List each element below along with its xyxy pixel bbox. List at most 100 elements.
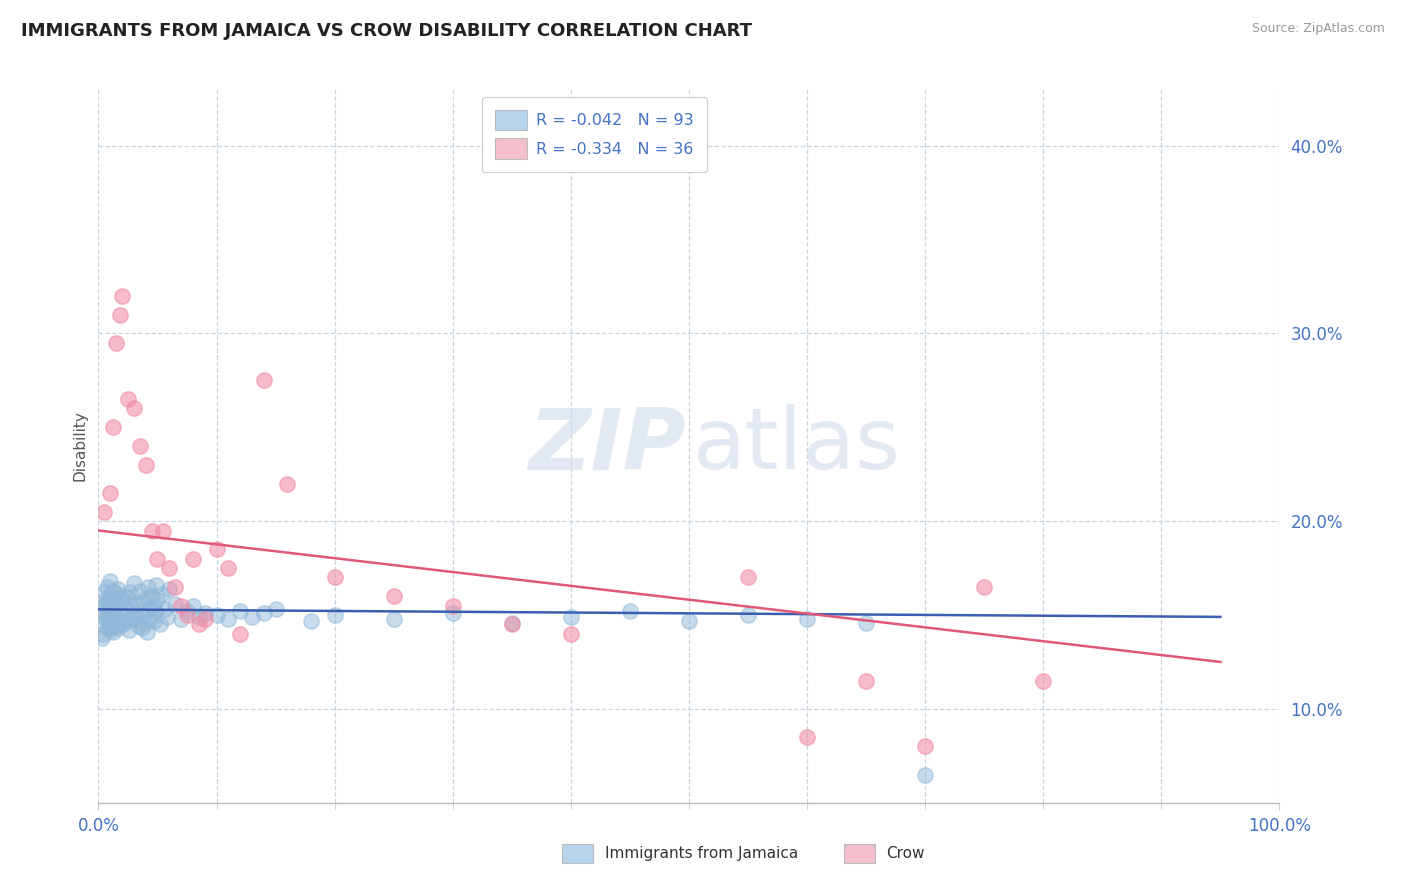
Point (737, 570, 759, 584)
Point (737, 607, 759, 622)
Point (253, 373, 276, 387)
Point (143, 604, 166, 618)
Point (240, 610, 263, 624)
Point (441, 606, 464, 620)
Point (94, 612, 117, 626)
Point (135, 624, 157, 639)
Point (132, 595, 155, 609)
Point (90, 617, 112, 632)
Point (122, 576, 145, 591)
Point (229, 604, 252, 618)
Point (93, 505, 115, 519)
Point (105, 607, 128, 622)
Point (142, 614, 165, 628)
Point (1032, 673, 1054, 688)
Point (124, 606, 146, 620)
Point (91, 604, 114, 618)
Point (98, 589, 121, 603)
Point (153, 602, 176, 616)
Point (98, 574, 121, 589)
Point (128, 439, 150, 453)
Point (94, 593, 117, 607)
Point (142, 600, 165, 615)
Point (105, 612, 128, 626)
Point (165, 580, 187, 594)
Point (98, 615, 121, 630)
Y-axis label: Disability: Disability (72, 410, 87, 482)
Text: Source: ZipAtlas.com: Source: ZipAtlas.com (1251, 22, 1385, 36)
Point (97, 595, 120, 609)
Point (176, 607, 198, 622)
Point (121, 599, 143, 613)
Point (135, 591, 157, 606)
Point (120, 585, 142, 599)
Point (134, 615, 156, 630)
Point (276, 476, 298, 491)
Point (187, 617, 209, 632)
Point (135, 458, 157, 472)
Point (678, 614, 700, 628)
Point (146, 593, 169, 607)
Point (217, 612, 239, 626)
Point (96, 607, 118, 622)
Point (145, 578, 167, 592)
Point (165, 597, 187, 611)
Point (299, 614, 322, 628)
Point (855, 615, 877, 630)
Point (100, 602, 122, 616)
Point (170, 612, 193, 626)
Point (796, 730, 818, 744)
Point (323, 570, 346, 584)
Point (128, 619, 150, 633)
Point (914, 767, 936, 781)
Point (103, 597, 125, 611)
Point (136, 580, 159, 594)
Point (441, 599, 464, 613)
Point (141, 589, 163, 603)
Point (118, 623, 141, 637)
Point (98, 623, 121, 637)
Point (181, 551, 204, 566)
Point (264, 602, 287, 616)
Text: Immigrants from Jamaica: Immigrants from Jamaica (605, 847, 797, 861)
Point (122, 401, 145, 416)
Point (253, 606, 276, 620)
Point (619, 604, 641, 618)
Point (382, 612, 405, 626)
Point (107, 621, 129, 635)
Text: ZIP: ZIP (527, 404, 685, 488)
Point (108, 308, 131, 322)
Point (111, 593, 134, 607)
Text: IMMIGRANTS FROM JAMAICA VS CROW DISABILITY CORRELATION CHART: IMMIGRANTS FROM JAMAICA VS CROW DISABILI… (21, 22, 752, 40)
Point (149, 617, 172, 632)
Point (110, 615, 132, 630)
Point (105, 335, 128, 350)
Point (112, 589, 135, 603)
Point (101, 583, 124, 598)
Point (187, 610, 209, 624)
Point (107, 582, 129, 596)
Point (97, 621, 120, 635)
Point (138, 602, 160, 616)
Point (121, 610, 143, 624)
Point (181, 599, 204, 613)
Point (98, 600, 121, 615)
Point (125, 612, 148, 626)
Point (105, 587, 128, 601)
Point (101, 420, 124, 434)
Point (108, 604, 131, 618)
Legend: R = -0.042   N = 93, R = -0.334   N = 36: R = -0.042 N = 93, R = -0.334 N = 36 (482, 97, 707, 172)
Point (128, 583, 150, 598)
Point (229, 627, 252, 641)
Point (560, 627, 582, 641)
Point (117, 392, 139, 406)
Point (101, 624, 124, 639)
FancyBboxPatch shape (562, 844, 593, 863)
Text: atlas: atlas (693, 404, 900, 488)
Point (127, 597, 149, 611)
Point (91, 631, 114, 645)
Text: Crow: Crow (886, 847, 924, 861)
Point (141, 524, 163, 538)
Point (146, 551, 169, 566)
Point (560, 610, 582, 624)
